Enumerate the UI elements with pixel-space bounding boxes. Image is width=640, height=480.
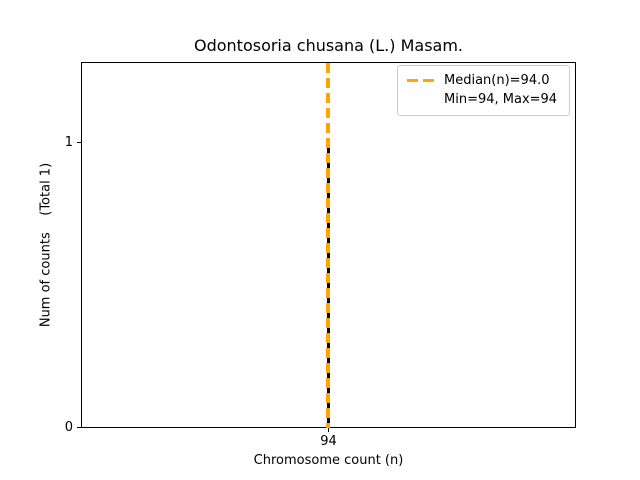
legend-sample-spacer [407, 98, 434, 101]
legend: Median(n)=94.0 Min=94, Max=94 [397, 65, 570, 116]
legend-row-minmax: Min=94, Max=94 [398, 90, 569, 109]
legend-row-median: Median(n)=94.0 [398, 71, 569, 90]
y-axis-tick-0 [77, 427, 81, 428]
chart-title: Odontosoria chusana (L.) Masam. [193, 36, 464, 55]
y-tick-label-1: 1 [64, 135, 73, 150]
y-tick-label-0: 0 [64, 420, 73, 435]
legend-median-label: Median(n)=94.0 [444, 73, 550, 88]
x-axis-tick-94 [328, 428, 329, 432]
legend-minmax-label: Min=94, Max=94 [444, 92, 558, 107]
x-axis-label: Chromosome count (n) [253, 453, 404, 468]
plot-area: Median(n)=94.0 Min=94, Max=94 [81, 62, 576, 428]
y-axis-label: Num of counts (Total 1) [38, 162, 54, 328]
median-dashed-line-icon [407, 79, 434, 82]
y-axis-tick-1 [77, 142, 81, 143]
median-vline [326, 63, 330, 428]
x-tick-label-94: 94 [320, 434, 337, 449]
